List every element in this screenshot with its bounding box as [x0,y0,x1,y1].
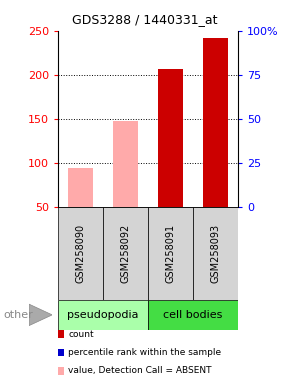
Bar [193,207,238,300]
Bar [58,300,148,330]
Bar [148,207,193,300]
Text: count: count [68,329,94,339]
Text: pseudopodia: pseudopodia [67,310,139,320]
Text: percentile rank within the sample: percentile rank within the sample [68,348,221,357]
Text: GSM258092: GSM258092 [120,224,130,283]
Text: GDS3288 / 1440331_at: GDS3288 / 1440331_at [72,13,218,26]
Bar [58,207,103,300]
Bar [203,38,228,207]
Bar [113,121,138,207]
Text: GSM258093: GSM258093 [210,224,220,283]
Text: GSM258091: GSM258091 [165,224,175,283]
Bar [103,207,148,300]
Bar [148,300,238,330]
Text: other: other [3,310,33,320]
Polygon shape [29,304,52,326]
Bar [158,69,183,207]
Bar [68,167,93,207]
Text: cell bodies: cell bodies [163,310,222,320]
Text: value, Detection Call = ABSENT: value, Detection Call = ABSENT [68,366,212,376]
Text: GSM258090: GSM258090 [75,224,86,283]
